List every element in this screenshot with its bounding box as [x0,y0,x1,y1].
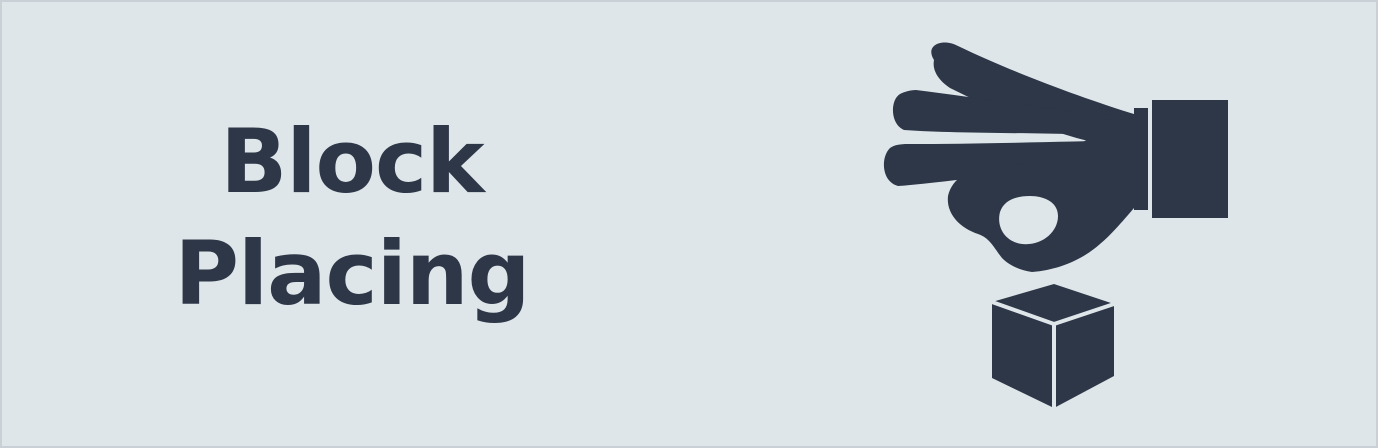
title-line-2: Placing [174,222,530,325]
banner-title: Block Placing [162,106,542,330]
sleeve-cuff-icon [1152,100,1228,218]
hand-placing-block-icon [872,32,1252,422]
title-line-1: Block [220,110,484,213]
